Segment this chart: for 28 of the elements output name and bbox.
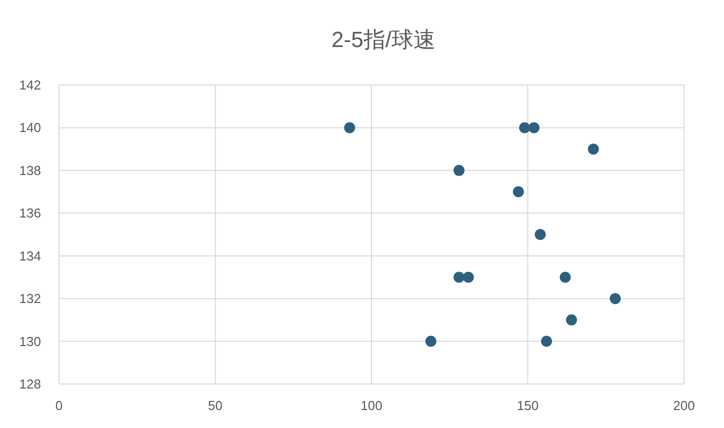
y-tick-label: 140 — [19, 120, 41, 136]
point — [528, 122, 540, 134]
point — [534, 229, 546, 240]
y-tick-label: 130 — [19, 334, 41, 349]
y-tick-label: 136 — [19, 206, 41, 221]
x-tick-label: 150 — [516, 398, 539, 413]
point — [560, 272, 571, 283]
y-tick-label: 132 — [19, 291, 41, 306]
point — [512, 186, 524, 198]
y-tick-label: 138 — [19, 162, 41, 178]
x-tick-label: 200 — [673, 398, 695, 413]
point — [425, 336, 436, 347]
x-tick-label: 0 — [55, 398, 63, 413]
point — [462, 272, 474, 283]
point — [610, 293, 621, 304]
point — [454, 164, 464, 176]
y-tick-label: 142 — [19, 78, 41, 92]
y-tick-label: 134 — [19, 248, 41, 264]
point — [588, 144, 599, 155]
point — [519, 122, 530, 134]
chart-title: 2-5指/球速 — [332, 27, 436, 52]
x-tick-label: 100 — [360, 398, 382, 413]
point — [344, 122, 356, 134]
point — [541, 336, 552, 347]
point — [454, 272, 464, 283]
x-tick-label: 50 — [208, 398, 222, 413]
y-tick-label: 128 — [19, 376, 41, 392]
point — [566, 314, 577, 326]
